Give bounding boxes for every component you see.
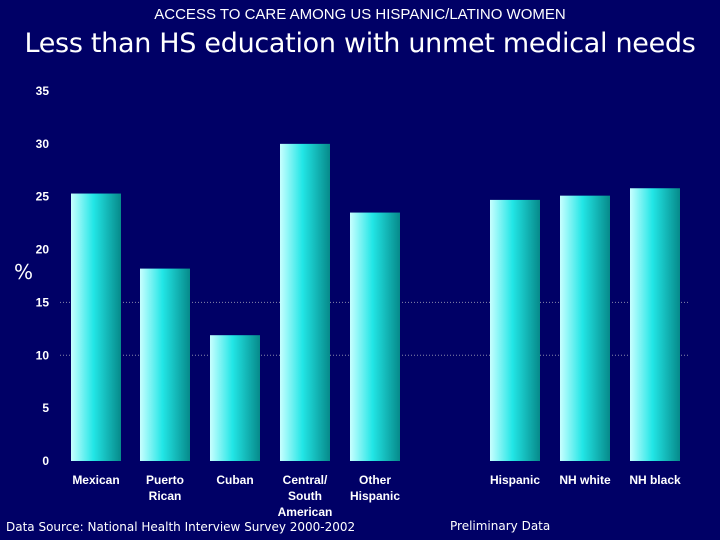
x-category-label: Hispanic xyxy=(490,473,540,487)
data-source-note: Data Source: National Health Interview S… xyxy=(6,520,356,534)
y-tick-label: 15 xyxy=(36,295,50,309)
x-category-label: Other Hispanic xyxy=(350,473,400,503)
y-tick-label: 30 xyxy=(36,137,50,151)
x-category-label: Mexican xyxy=(72,473,119,487)
bar xyxy=(71,193,121,462)
y-tick-label: 35 xyxy=(36,84,50,98)
bar xyxy=(280,143,330,461)
bar xyxy=(560,195,610,461)
y-tick-label: 20 xyxy=(36,243,50,257)
x-category-label: NH black xyxy=(629,473,681,487)
y-tick-label: 0 xyxy=(42,454,49,468)
y-axis-label: % xyxy=(14,260,34,284)
x-category-label: Cuban xyxy=(216,473,253,487)
chart-title: Less than HS education with unmet medica… xyxy=(24,28,696,59)
bar xyxy=(490,199,540,461)
bar xyxy=(210,335,260,461)
x-category-label: Puerto Rican xyxy=(146,473,184,503)
slide-supertitle: ACCESS TO CARE AMONG US HISPANIC/LATINO … xyxy=(154,6,566,23)
x-category-label: NH white xyxy=(559,473,611,487)
bar xyxy=(350,212,400,461)
y-tick-label: 5 xyxy=(42,401,49,415)
bar xyxy=(140,268,190,461)
preliminary-data-note: Preliminary Data xyxy=(450,519,551,533)
y-tick-label: 10 xyxy=(36,348,50,362)
bar xyxy=(630,188,680,461)
x-category-label: Central/South American xyxy=(278,473,333,519)
y-tick-label: 25 xyxy=(36,190,50,204)
